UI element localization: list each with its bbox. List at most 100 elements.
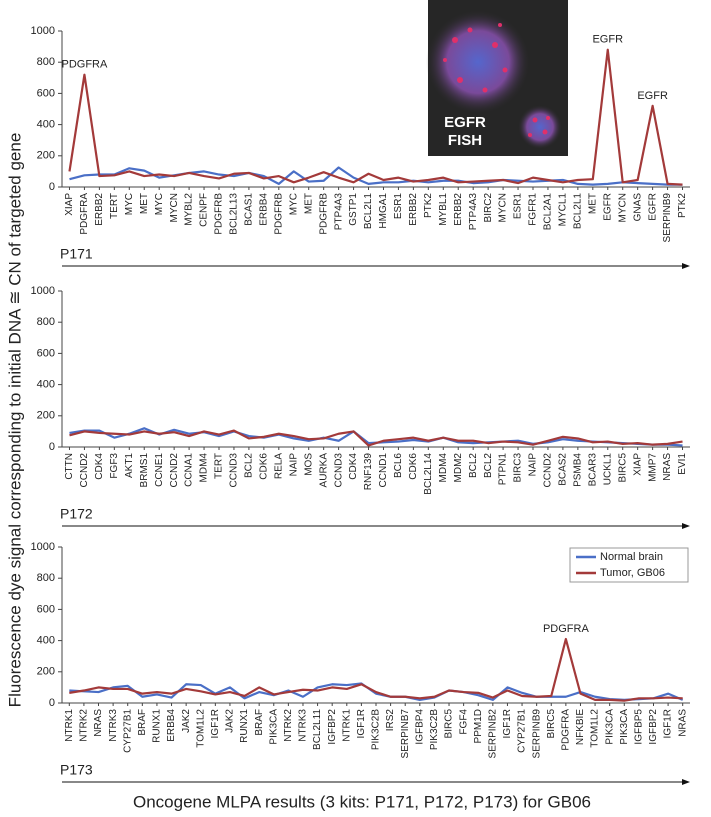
x-tick-label: ERBB2 [453, 193, 464, 226]
x-tick-label: RNF139 [363, 453, 374, 491]
x-tick-label: IRS2 [385, 709, 396, 732]
x-tick-label: PIK3C2B [371, 709, 382, 750]
y-tick-label: 600 [37, 347, 55, 359]
annotation: PDGFRA [543, 623, 590, 635]
x-tick-label: PIK3CA [619, 709, 630, 745]
x-tick-label: BCL2 [244, 453, 255, 478]
x-tick-label: MDM2 [453, 453, 464, 483]
y-tick-label: 200 [37, 666, 55, 678]
inset-label: FISH [448, 132, 482, 149]
x-tick-label: BCL2 [483, 453, 494, 478]
x-tick-label: JAK2 [181, 709, 192, 733]
x-tick-label: RELA [273, 453, 284, 479]
x-tick-label: IGF1R [356, 709, 367, 738]
x-tick-label: MYCN [617, 193, 628, 222]
x-tick-label: GSTP1 [348, 193, 359, 226]
x-tick-label: IGF1R [502, 709, 513, 738]
kit-arrowhead [682, 263, 690, 269]
kit-arrowhead [682, 779, 690, 785]
x-tick-label: CCND3 [229, 453, 240, 488]
x-tick-label: IGFBP5 [634, 709, 645, 745]
x-tick-label: BRAF [254, 709, 265, 736]
x-tick-label: IGFBP4 [414, 709, 425, 745]
y-tick-label: 800 [37, 572, 55, 584]
x-tick-label: NTRK1 [341, 709, 352, 742]
x-tick-label: CDK6 [258, 453, 269, 480]
x-tick-label: CCNE1 [154, 453, 165, 487]
series-line [69, 637, 683, 702]
x-tick-label: TOM1L2 [195, 709, 206, 748]
x-tick-label: NAIP [528, 453, 539, 477]
x-tick-label: PPM1D [473, 709, 484, 743]
x-tick-label: TERT [214, 453, 225, 479]
x-tick-label: FGF3 [109, 453, 120, 479]
y-tick-label: 600 [37, 87, 55, 99]
x-tick-label: BIRC5 [546, 709, 557, 739]
x-axis-label: Oncogene MLPA results (3 kits: P171, P17… [133, 792, 591, 811]
x-tick-label: PDGFRB [273, 193, 284, 235]
x-tick-label: NTRK2 [79, 709, 90, 742]
y-tick-label: 1000 [31, 285, 55, 297]
inset-cell [518, 105, 562, 149]
x-tick-label: IGF1R [663, 709, 674, 738]
x-tick-label: CTTN [64, 453, 75, 480]
legend-box [569, 547, 689, 583]
x-tick-label: FGFR1 [528, 193, 539, 226]
kit-label: P171 [60, 246, 93, 262]
kit-label: P172 [60, 506, 93, 522]
y-tick-label: 1000 [31, 541, 55, 553]
x-tick-label: PDGFRB [318, 193, 329, 235]
x-tick-label: ESR1 [513, 193, 524, 220]
x-tick-label: CENPF [199, 193, 210, 227]
x-tick-label: TOM1L2 [590, 709, 601, 748]
x-tick-label: CCND3 [333, 453, 344, 488]
x-tick-label: MET [139, 193, 150, 214]
x-tick-label: MYC [154, 193, 165, 215]
x-tick-label: PDGFRB [214, 193, 225, 235]
annotation: PDGFRA [62, 59, 109, 71]
x-tick-label: EGFR [647, 193, 658, 221]
x-tick-label: IGFBP2 [648, 709, 659, 745]
series-line [68, 48, 683, 186]
annotation: EGFR [592, 34, 623, 46]
x-tick-label: BCL2L11 [312, 709, 323, 750]
y-tick-label: 800 [37, 316, 55, 328]
x-tick-label: PIK3C2B [429, 709, 440, 750]
x-tick-label: MDM4 [438, 453, 449, 483]
x-tick-label: ERBB2 [408, 193, 419, 226]
x-tick-label: ERBB4 [166, 709, 177, 742]
y-tick-label: 1000 [31, 25, 55, 37]
x-tick-label: SERPINB7 [400, 709, 411, 759]
x-tick-label: PIK3CA [268, 709, 279, 745]
x-tick-label: NRAS [93, 709, 104, 737]
x-tick-label: NFKBIE [575, 709, 586, 745]
x-tick-label: BIRC3 [513, 453, 524, 483]
x-tick-label: UCKL1 [602, 453, 613, 486]
x-tick-label: MYCN [498, 193, 509, 222]
x-tick-label: AURKA [318, 453, 329, 488]
x-tick-label: PSMB4 [572, 453, 583, 487]
x-tick-label: PTPN1 [498, 453, 509, 486]
x-tick-label: BCL2L1 [572, 193, 583, 230]
x-tick-label: BCAS2 [558, 453, 569, 486]
x-tick-label: MYBL2 [184, 193, 195, 226]
y-tick-label: 0 [49, 181, 55, 193]
x-tick-label: RUNX1 [239, 709, 250, 743]
annotation: EGFR [637, 90, 668, 102]
x-tick-label: NTRK3 [298, 709, 309, 742]
x-tick-label: BCL2A1 [543, 193, 554, 231]
fish-inset: EGFR FISH [426, 0, 568, 156]
x-tick-label: BCAS1 [244, 193, 255, 226]
inset-signals [443, 23, 550, 137]
x-tick-label: ERBB4 [258, 193, 269, 226]
x-tick-label: NTRK2 [283, 709, 294, 742]
x-tick-label: BRAF [137, 709, 148, 736]
x-tick-label: SERPINB9 [662, 193, 673, 243]
x-tick-label: MOS [303, 453, 314, 476]
y-tick-label: 0 [49, 441, 55, 453]
x-tick-label: BIRC5 [444, 709, 455, 739]
y-tick-label: 400 [37, 119, 55, 131]
x-tick-label: CDK4 [94, 453, 105, 480]
x-tick-label: MYCN [169, 193, 180, 222]
